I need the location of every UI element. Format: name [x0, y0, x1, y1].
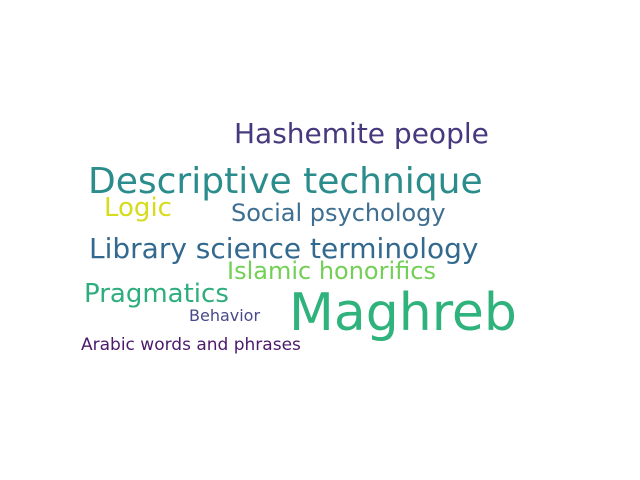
- word-social-psychology: Social psychology: [231, 199, 446, 227]
- word-library-science-terminology: Library science terminology: [89, 232, 479, 265]
- word-hashemite-people: Hashemite people: [234, 117, 489, 150]
- word-islamic-honorifics: Islamic honorifics: [227, 257, 436, 285]
- word-maghreb: Maghreb: [289, 283, 517, 343]
- word-descriptive-technique: Descriptive technique: [88, 161, 483, 202]
- word-logic: Logic: [104, 193, 172, 223]
- word-arabic-words-and-phrases: Arabic words and phrases: [81, 335, 301, 355]
- word-behavior: Behavior: [189, 306, 261, 325]
- word-pragmatics: Pragmatics: [84, 279, 229, 309]
